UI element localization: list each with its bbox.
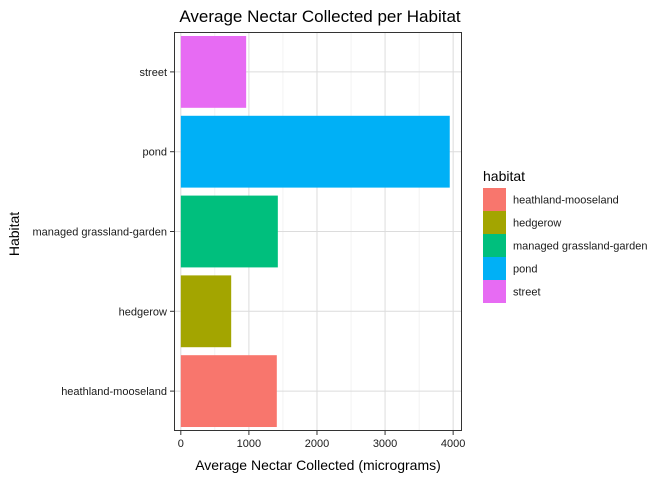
bar-street — [180, 35, 247, 108]
legend-label: managed grassland-garden — [513, 241, 648, 253]
legend-key — [483, 188, 506, 211]
legend-label: pond — [513, 264, 537, 276]
legend-label: hedgerow — [513, 218, 561, 230]
x-tick-label: 1000 — [237, 438, 261, 450]
x-tick-label: 3000 — [373, 438, 397, 450]
bar-pond — [180, 115, 450, 188]
bar-heathland-mooseland — [180, 355, 277, 428]
y-tick-label: pond — [143, 147, 167, 159]
y-tick-label: managed grassland-garden — [32, 227, 167, 239]
chart-title: Average Nectar Collected per Habitat — [179, 7, 461, 26]
y-axis-title: Habitat — [6, 212, 22, 256]
plot-panel — [174, 32, 462, 431]
legend-label: heathland-mooseland — [513, 195, 619, 207]
bars — [180, 35, 450, 428]
x-tick-label: 4000 — [441, 438, 465, 450]
y-axis: heathland-mooseland hedgerow managed grass… — [32, 67, 174, 398]
y-tick-label: hedgerow — [119, 306, 167, 318]
legend-key — [483, 257, 506, 280]
x-tick-label: 2000 — [305, 438, 329, 450]
y-tick-label: street — [139, 67, 167, 79]
x-axis-title: Average Nectar Collected (micrograms) — [195, 457, 441, 473]
legend-title: habitat — [483, 168, 525, 184]
bar-hedgerow — [180, 275, 232, 348]
legend: habitat heathland-mooseland hedgerow manag… — [483, 168, 648, 303]
legend-key — [483, 280, 506, 303]
legend-label: street — [513, 287, 541, 299]
y-tick-label: heathland-mooseland — [61, 386, 167, 398]
x-axis: 0 1000 2000 3000 4000 — [178, 431, 465, 450]
legend-key — [483, 211, 506, 234]
bar-managed-grassland-garden — [180, 195, 278, 268]
legend-items: heathland-mooseland hedgerow managed grass… — [483, 188, 648, 303]
x-tick-label: 0 — [178, 438, 184, 450]
panel-border — [174, 32, 462, 431]
legend-key — [483, 234, 506, 257]
